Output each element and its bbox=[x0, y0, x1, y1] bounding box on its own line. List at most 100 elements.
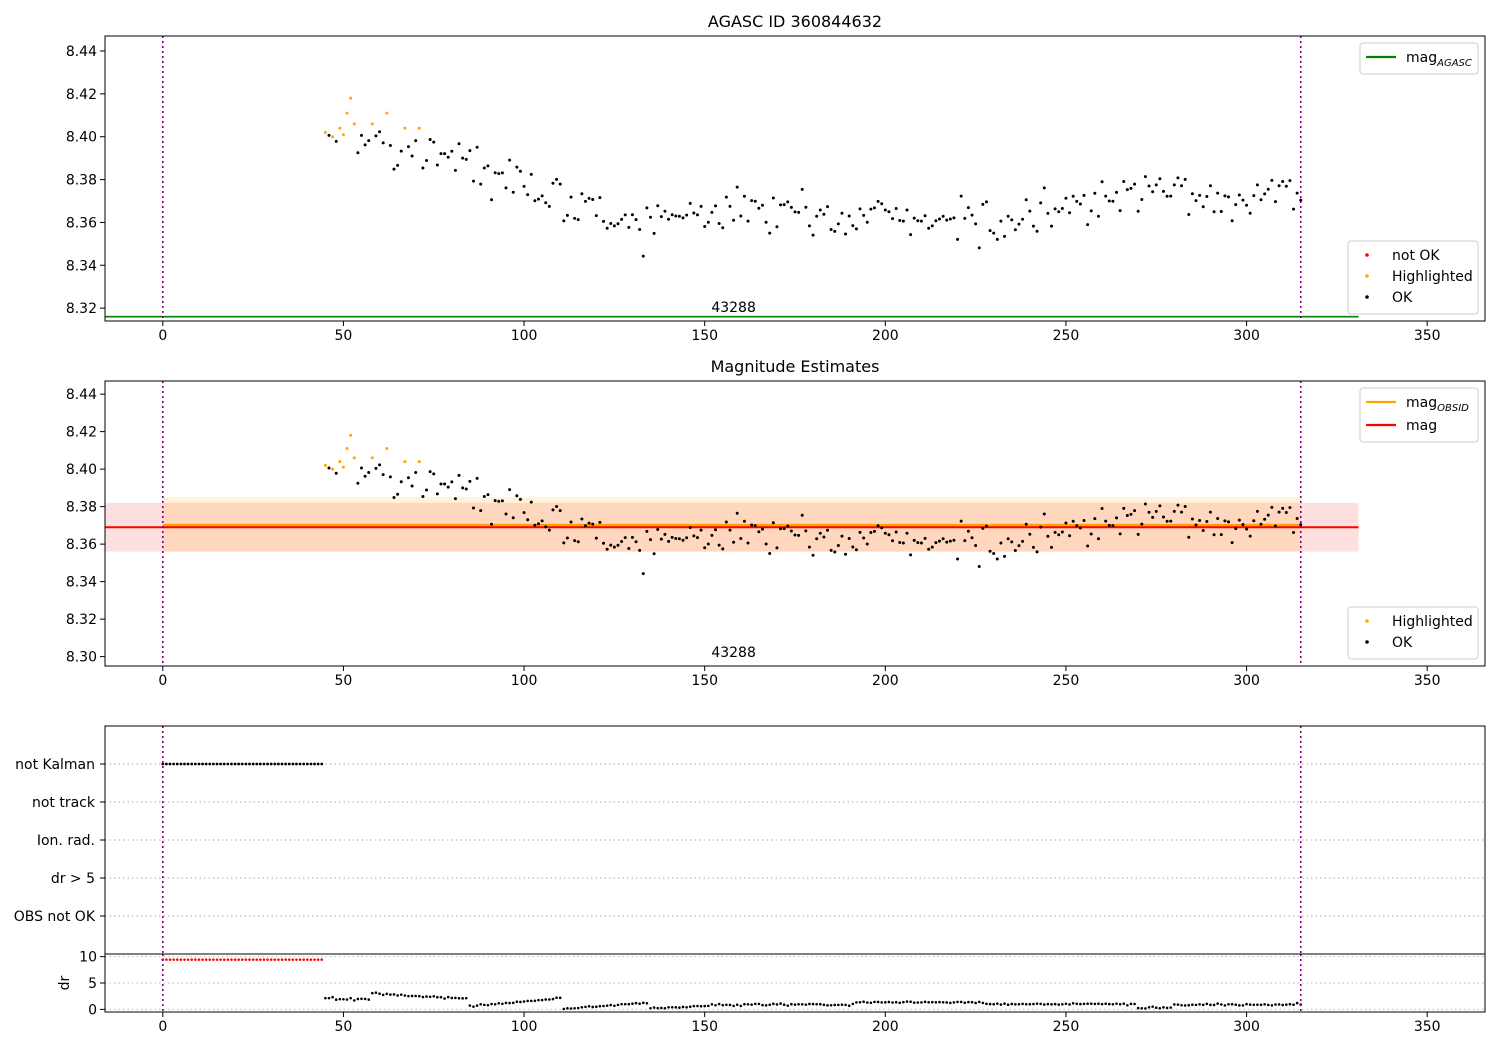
x-tick-label: 0 bbox=[158, 673, 167, 689]
ok-point bbox=[1104, 519, 1108, 523]
ok-point bbox=[1205, 519, 1209, 523]
dr-clipped-point bbox=[302, 958, 305, 961]
ok-point bbox=[334, 471, 338, 475]
dr-point bbox=[743, 1002, 746, 1006]
ok-point bbox=[1093, 517, 1097, 521]
flag-point bbox=[277, 762, 280, 766]
ok-point bbox=[1165, 519, 1169, 523]
dr-point bbox=[1180, 1003, 1183, 1007]
ok-point bbox=[1143, 502, 1147, 506]
ok-point bbox=[515, 165, 519, 169]
ok-point bbox=[984, 524, 988, 528]
dr-clipped-point bbox=[251, 958, 255, 961]
ok-point bbox=[746, 541, 750, 545]
dr-point bbox=[1285, 1003, 1288, 1006]
dr-point bbox=[884, 1001, 887, 1004]
dr-point bbox=[779, 1002, 782, 1005]
ok-point bbox=[695, 213, 699, 217]
ok-point bbox=[1227, 195, 1231, 199]
ok-point bbox=[811, 233, 815, 237]
ok-point bbox=[468, 479, 472, 483]
ok-point bbox=[1010, 540, 1014, 544]
ok-point bbox=[562, 219, 566, 223]
ok-point bbox=[1237, 193, 1241, 197]
dr-point bbox=[656, 1006, 660, 1010]
ok-point bbox=[919, 541, 923, 545]
ok-point bbox=[1180, 510, 1184, 514]
ok-point bbox=[1125, 513, 1129, 517]
dr-point bbox=[862, 1000, 865, 1004]
ok-point bbox=[1190, 192, 1194, 196]
ok-point bbox=[594, 214, 598, 218]
highlighted-point bbox=[323, 130, 327, 134]
ok-point bbox=[446, 155, 450, 159]
dr-point bbox=[443, 997, 446, 1000]
ok-point bbox=[977, 246, 981, 250]
ok-point bbox=[363, 143, 367, 147]
dr-clipped-point bbox=[190, 958, 194, 961]
ok-point bbox=[1042, 512, 1046, 516]
ok-point bbox=[1096, 214, 1100, 218]
dr-point bbox=[1234, 1003, 1238, 1007]
ok-point bbox=[518, 497, 522, 501]
ok-point bbox=[1273, 524, 1277, 528]
ok-point bbox=[1151, 515, 1155, 519]
dr-point bbox=[797, 1002, 800, 1006]
dr-point bbox=[923, 1000, 927, 1004]
dr-point bbox=[782, 1003, 786, 1007]
ok-point bbox=[1252, 519, 1256, 523]
dr-point bbox=[1187, 1003, 1191, 1007]
ok-point bbox=[486, 493, 490, 497]
ok-point bbox=[710, 533, 714, 537]
dr-point bbox=[1017, 1003, 1021, 1006]
ok-point bbox=[1288, 506, 1292, 510]
dr-point bbox=[815, 1002, 818, 1006]
ok-point bbox=[356, 481, 360, 485]
dr-point bbox=[389, 993, 392, 996]
highlighted-point bbox=[331, 467, 335, 471]
dr-point bbox=[865, 1001, 869, 1004]
x-tick-label: 350 bbox=[1414, 328, 1441, 344]
y-tick-label: 8.38 bbox=[66, 500, 97, 516]
dr-point bbox=[349, 996, 352, 1000]
ok-point bbox=[504, 512, 508, 516]
dr-point bbox=[493, 1003, 497, 1006]
ok-point bbox=[1010, 218, 1014, 222]
ok-point bbox=[1093, 191, 1097, 195]
ok-point bbox=[815, 214, 819, 218]
ok-point bbox=[562, 541, 566, 545]
ok-point bbox=[1180, 184, 1184, 188]
ok-point bbox=[1266, 513, 1270, 517]
ok-point bbox=[927, 226, 931, 230]
ok-point bbox=[872, 529, 876, 533]
ok-point bbox=[1064, 521, 1068, 525]
ok-point bbox=[598, 196, 602, 200]
dr-point bbox=[1183, 1004, 1187, 1007]
dr-point bbox=[645, 1002, 649, 1005]
dr-point bbox=[522, 1000, 526, 1003]
flag-point bbox=[197, 762, 201, 766]
flag-point bbox=[255, 762, 259, 766]
ok-point bbox=[1234, 203, 1238, 207]
highlighted-point bbox=[345, 447, 349, 450]
x-tick-label: 50 bbox=[335, 328, 353, 344]
x-tick-label: 150 bbox=[691, 1019, 718, 1035]
ok-point bbox=[894, 530, 898, 534]
y-tick-label: 8.44 bbox=[66, 387, 97, 403]
ok-point bbox=[381, 473, 385, 477]
ok-point bbox=[544, 525, 548, 529]
dr-point bbox=[558, 996, 562, 1000]
ok-point bbox=[674, 537, 678, 540]
flag-point bbox=[193, 762, 197, 766]
ok-point bbox=[464, 487, 468, 491]
ok-point bbox=[876, 199, 880, 203]
dr-clipped-point bbox=[165, 958, 168, 961]
dr-point bbox=[1100, 1002, 1104, 1006]
flag-point bbox=[298, 762, 302, 766]
ok-point bbox=[905, 208, 909, 212]
x-tick-label: 150 bbox=[691, 328, 718, 344]
x-tick-label: 350 bbox=[1414, 1019, 1441, 1035]
ok-point bbox=[923, 214, 927, 218]
ok-point bbox=[681, 538, 685, 542]
ok-point bbox=[623, 536, 627, 540]
